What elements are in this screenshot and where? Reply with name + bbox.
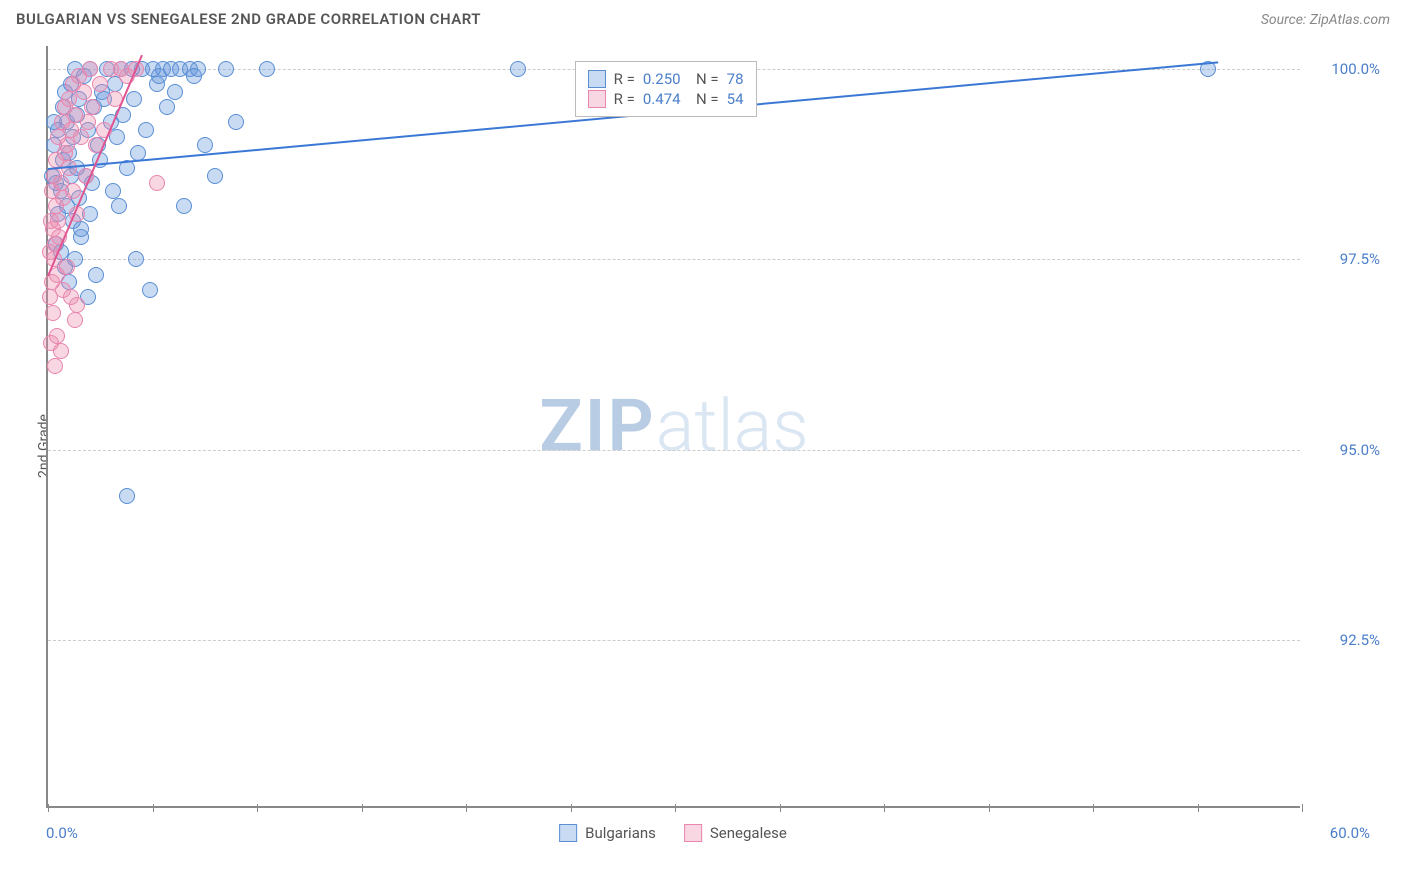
data-point	[138, 122, 154, 138]
legend-stats: R = 0.250 N = 78R = 0.474 N = 54	[575, 61, 757, 117]
gridline	[48, 450, 1300, 451]
swatch-senegalese	[684, 824, 702, 842]
data-point	[159, 99, 175, 115]
legend-stat-row: R = 0.250 N = 78	[588, 70, 744, 88]
data-point	[47, 358, 63, 374]
x-axis-max-label: 60.0%	[1330, 824, 1370, 842]
legend-r-label: R =	[614, 70, 635, 88]
legend-label-senegalese: Senegalese	[710, 824, 787, 842]
plot-area: ZIPatlas 92.5%95.0%97.5%100.0%R = 0.250 …	[46, 46, 1300, 808]
y-tick-label: 92.5%	[1310, 631, 1380, 649]
data-point	[176, 198, 192, 214]
data-point	[218, 61, 234, 77]
data-point	[167, 84, 183, 100]
data-point	[142, 282, 158, 298]
data-point	[76, 84, 92, 100]
legend-n-label: N =	[689, 90, 719, 108]
x-tick	[1198, 804, 1199, 812]
gridline	[48, 640, 1300, 641]
data-point	[92, 76, 108, 92]
data-point	[149, 175, 165, 191]
data-point	[105, 183, 121, 199]
data-point	[88, 267, 104, 283]
x-tick	[1093, 804, 1094, 812]
x-tick	[884, 804, 885, 812]
x-tick	[675, 804, 676, 812]
data-point	[80, 114, 96, 130]
data-point	[65, 183, 81, 199]
gridline	[48, 259, 1300, 260]
data-point	[73, 129, 89, 145]
data-point	[69, 297, 85, 313]
data-point	[53, 343, 69, 359]
data-point	[111, 198, 127, 214]
legend-n-value: 54	[727, 90, 744, 108]
legend-label-bulgarians: Bulgarians	[585, 824, 656, 842]
data-point	[59, 259, 75, 275]
data-point	[197, 137, 213, 153]
data-point	[50, 213, 66, 229]
legend-n-label: N =	[689, 70, 719, 88]
data-point	[59, 137, 75, 153]
y-tick-label: 97.5%	[1310, 250, 1380, 268]
legend-r-label: R =	[614, 90, 635, 108]
data-point	[119, 488, 135, 504]
data-point	[73, 221, 89, 237]
legend-stat-row: R = 0.474 N = 54	[588, 90, 744, 108]
data-point	[510, 61, 526, 77]
legend-item-bulgarians: Bulgarians	[559, 824, 656, 842]
data-point	[61, 91, 77, 107]
data-point	[67, 312, 83, 328]
data-point	[84, 99, 100, 115]
swatch-icon	[588, 70, 606, 88]
data-point	[190, 61, 206, 77]
watermark: ZIPatlas	[539, 384, 809, 469]
x-tick	[466, 804, 467, 812]
legend-n-value: 78	[727, 70, 744, 88]
legend-bottom: Bulgarians Senegalese	[559, 824, 787, 842]
data-point	[207, 168, 223, 184]
data-point	[45, 305, 61, 321]
x-tick	[571, 804, 572, 812]
data-point	[82, 61, 98, 77]
x-tick	[780, 804, 781, 812]
data-point	[259, 61, 275, 77]
x-tick	[362, 804, 363, 812]
data-point	[49, 328, 65, 344]
x-tick	[989, 804, 990, 812]
y-tick-label: 100.0%	[1310, 60, 1380, 78]
x-tick	[48, 804, 49, 812]
swatch-bulgarians	[559, 824, 577, 842]
data-point	[126, 91, 142, 107]
legend-item-senegalese: Senegalese	[684, 824, 787, 842]
swatch-icon	[588, 90, 606, 108]
x-tick	[153, 804, 154, 812]
x-tick	[257, 804, 258, 812]
x-axis-min-label: 0.0%	[46, 824, 78, 842]
x-tick	[1302, 804, 1303, 812]
data-point	[128, 251, 144, 267]
data-point	[228, 114, 244, 130]
plot-wrapper: ZIPatlas 92.5%95.0%97.5%100.0%R = 0.250 …	[46, 46, 1300, 808]
legend-r-value: 0.250	[643, 70, 681, 88]
y-tick-label: 95.0%	[1310, 441, 1380, 459]
legend-r-value: 0.474	[643, 90, 681, 108]
source-label: Source: ZipAtlas.com	[1261, 12, 1390, 28]
chart-title: BULGARIAN VS SENEGALESE 2ND GRADE CORREL…	[16, 10, 481, 28]
